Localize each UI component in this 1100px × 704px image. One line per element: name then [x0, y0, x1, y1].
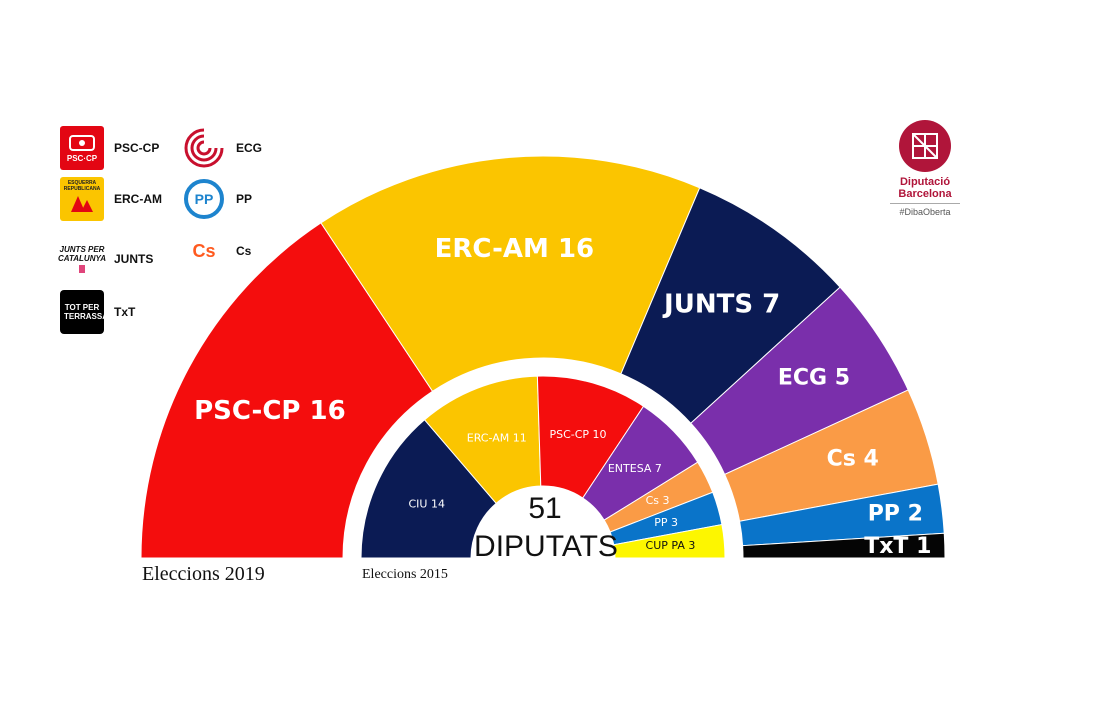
legend-label-junts: JUNTS	[114, 252, 154, 266]
outer-label-erc-am: ERC-AM 16	[435, 234, 594, 264]
inner-label-erc-am: ERC-AM 11	[467, 432, 527, 445]
psc-cp-logo-text: PSC·CP	[66, 153, 98, 163]
brand-hashtag: #DibaOberta	[899, 207, 951, 217]
cs-logo-text: Cs	[192, 240, 216, 261]
inner-label-pp: PP 3	[654, 516, 678, 529]
cs-logo-icon: Cs	[182, 229, 226, 273]
brand-name-line2: Barcelona	[898, 188, 952, 200]
inner-label-entesa: ENTESA 7	[608, 462, 662, 475]
outer-hemicycle-2019	[140, 155, 946, 559]
legend-item-pp: PP PP	[182, 177, 252, 221]
outer-labels: PSC-CP 16 ERC-AM 16 JUNTS 7 ECG 5 Cs 4 PP 2 Tx…	[194, 234, 931, 559]
brand-logo: Diputació Barcelona #DibaOberta	[880, 120, 970, 217]
caption-2019: Eleccions 2019	[142, 563, 265, 585]
outer-label-ecg: ECG 5	[778, 365, 850, 390]
inner-label-ciu: CIU 14	[408, 498, 444, 511]
legend-item-junts: JUNTS PER CATALUNYA JUNTS	[58, 237, 154, 281]
inner-label-cs: Cs 3	[646, 494, 670, 507]
caption-2015: Eleccions 2015	[362, 567, 448, 582]
psc-cp-logo-icon: PSC·CP	[60, 126, 104, 170]
inner-label-psc-cp: PSC-CP 10	[549, 428, 606, 441]
legend-item-ecg: ECG	[182, 126, 262, 170]
outer-label-txt: TxT 1	[864, 534, 931, 559]
brand-name-line1: Diputació	[899, 176, 951, 188]
legend-label-txt: TxT	[114, 305, 136, 319]
inner-segment-cup-pa	[613, 523, 726, 559]
outer-label-pp: PP 2	[868, 501, 923, 526]
outer-label-cs: Cs 4	[827, 446, 879, 471]
erc-am-logo-text: ESQUERRA REPUBLICANA	[63, 180, 101, 192]
txt-logo-icon: TOT PER TERRASSA	[60, 290, 109, 334]
erc-am-logo-icon: ESQUERRA REPUBLICANA	[60, 177, 104, 221]
legend-label-pp: PP	[236, 192, 253, 206]
legend-label-cs: Cs	[236, 244, 252, 258]
legend-label-psc-cp: PSC-CP	[114, 141, 160, 155]
outer-label-psc-cp: PSC-CP 16	[194, 396, 346, 426]
legend-item-psc-cp: PSC·CP PSC-CP	[60, 126, 159, 170]
inner-hemicycle-2015	[343, 358, 743, 559]
inner-segment-ciu	[360, 419, 497, 559]
legend-item-txt: TOT PER TERRASSA TxT	[60, 290, 135, 334]
inner-label-cup-pa: CUP PA 3	[646, 539, 696, 552]
legend-label-erc-am: ERC-AM	[114, 192, 162, 206]
ecg-logo-icon	[182, 126, 226, 170]
pp-logo-icon: PP	[182, 177, 226, 221]
txt-logo-text: TOT PER TERRASSA	[64, 303, 109, 321]
junts-logo-text: JUNTS PER CATALUNYA	[58, 245, 106, 263]
outer-label-junts: JUNTS 7	[662, 289, 780, 319]
inner-labels: CIU 14 ERC-AM 11 PSC-CP 10 ENTESA 7 Cs 3 PP 3…	[408, 428, 695, 552]
legend-item-erc-am: ESQUERRA REPUBLICANA ERC-AM	[60, 177, 162, 221]
pp-logo-text: PP	[194, 191, 214, 207]
center-label: DIPUTATS	[474, 530, 618, 563]
diputacio-barcelona-logo-icon	[899, 120, 951, 172]
legend-item-cs: Cs Cs	[182, 229, 251, 273]
legend-label-ecg: ECG	[236, 141, 263, 155]
junts-logo-icon: JUNTS PER CATALUNYA	[58, 237, 106, 281]
center-seat-count: 51	[528, 492, 561, 525]
